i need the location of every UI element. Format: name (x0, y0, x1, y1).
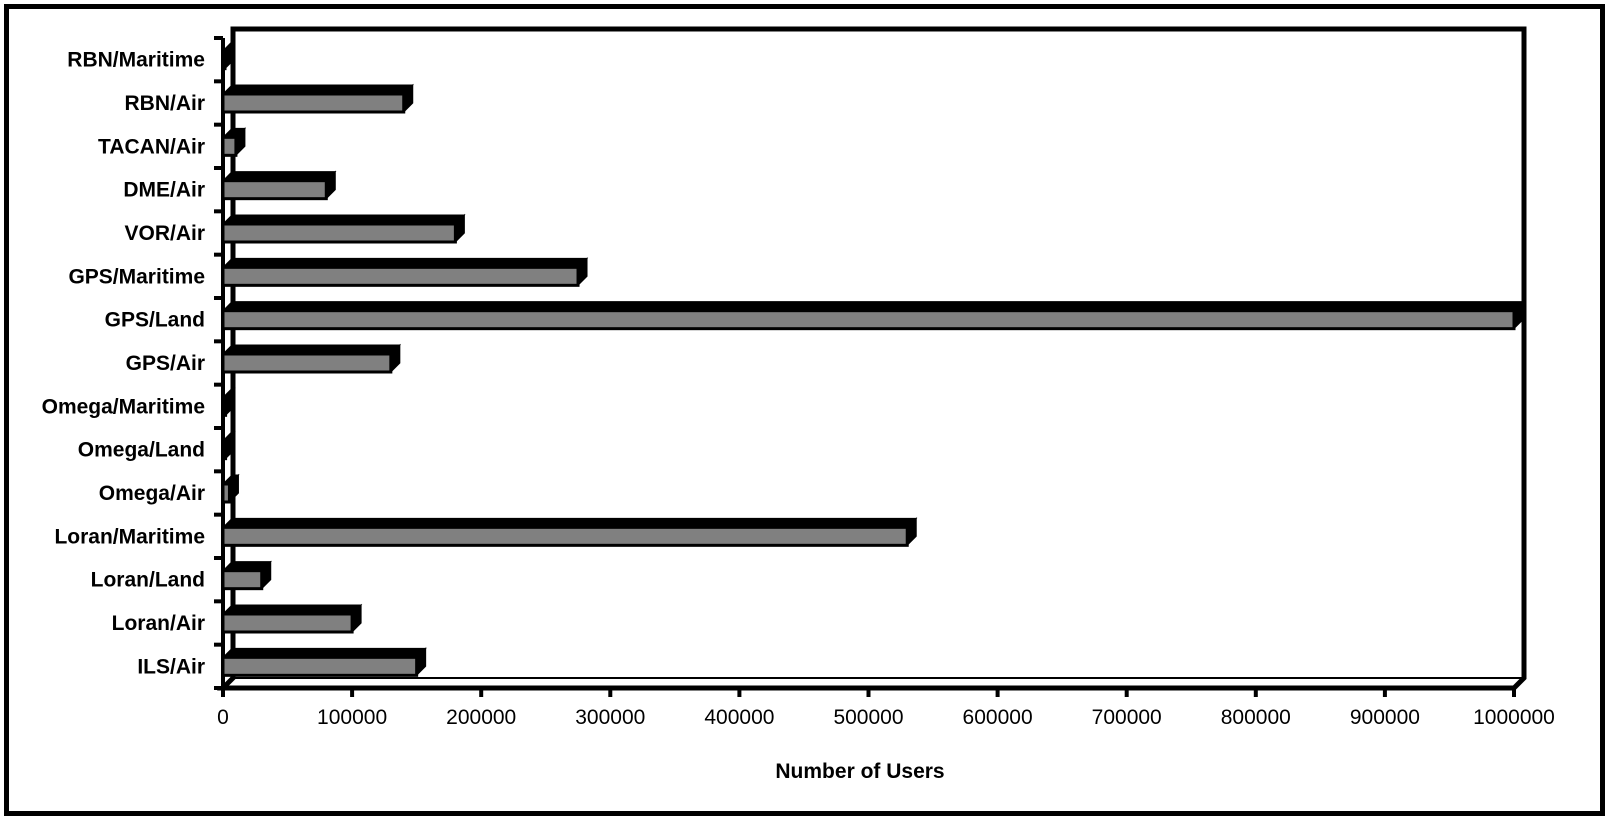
category-label: GPS/Air (126, 352, 205, 375)
bar (221, 257, 589, 287)
bar-front-face (221, 222, 457, 244)
bar (221, 40, 236, 71)
x-tick-label: 600000 (963, 706, 1033, 729)
bar (221, 170, 337, 201)
bar-front-face (221, 49, 227, 71)
bar-front-face (221, 265, 580, 287)
category-label: Loran/Land (91, 569, 205, 592)
bar (221, 603, 363, 634)
bar-front-face (221, 352, 393, 374)
x-tick-label: 900000 (1350, 706, 1420, 729)
x-tick-label: 1000000 (1473, 706, 1555, 729)
category-label: Omega/Air (99, 482, 205, 505)
x-tick-label: 100000 (317, 706, 387, 729)
bar (221, 517, 918, 547)
x-tick-label: 0 (217, 706, 229, 729)
bar-front-face (221, 395, 228, 417)
bar-front-face (221, 309, 1516, 331)
bar-front-face (221, 179, 328, 201)
bar (221, 343, 402, 374)
category-label: RBN/Maritime (67, 49, 205, 72)
bar-front-face (221, 92, 406, 114)
bar-front-face (221, 569, 264, 591)
bar-front-face (221, 612, 354, 634)
category-label: DME/Air (123, 179, 205, 202)
category-label: Omega/Land (78, 439, 205, 462)
category-label: ILS/Air (137, 655, 205, 678)
category-label: RBN/Air (124, 92, 205, 115)
chart-frame (4, 4, 1605, 816)
bar (221, 127, 247, 157)
category-label: GPS/Maritime (68, 265, 205, 288)
x-axis-title: Number of Users (775, 760, 944, 783)
plot-area-3d-frame (216, 26, 1527, 691)
bars-group (221, 40, 1525, 677)
category-label: VOR/Air (124, 222, 205, 245)
x-tick-label: 800000 (1221, 706, 1291, 729)
category-label: Omega/Maritime (42, 395, 205, 418)
bar (221, 560, 272, 591)
x-tick-label: 300000 (575, 706, 645, 729)
bar-front-face (221, 655, 419, 677)
x-tick-label: 400000 (704, 706, 774, 729)
category-label: GPS/Land (105, 309, 205, 332)
category-ticks: ILS/Air Loran/Air Loran/Land Loran/Maritime… (42, 36, 223, 690)
bar-front-face (221, 525, 909, 547)
bar (221, 647, 427, 677)
category-label: Loran/Air (112, 612, 205, 635)
bar-front-face (221, 482, 231, 504)
category-label: Loran/Maritime (54, 525, 205, 548)
bar-front-face (221, 439, 228, 461)
bar (221, 300, 1525, 331)
bar (221, 430, 236, 461)
bar (221, 473, 240, 504)
bar (221, 387, 236, 417)
x-tick-label: 700000 (1092, 706, 1162, 729)
x-tick-label: 200000 (446, 706, 516, 729)
x-tick-label: 500000 (833, 706, 903, 729)
category-label: TACAN/Air (98, 135, 205, 158)
bar (221, 83, 414, 114)
x-axis-ticks: 0 100000 200000 300000 400000 500000 600000 700… (217, 688, 1555, 729)
bar-front-face (221, 135, 238, 157)
bar (221, 213, 466, 244)
